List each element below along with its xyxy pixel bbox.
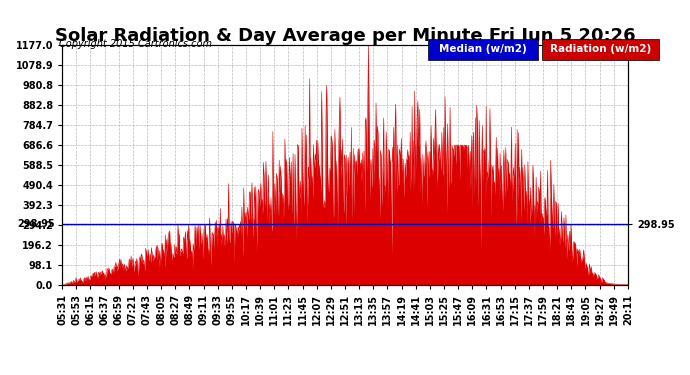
Bar [542, 39, 659, 60]
Text: Radiation (w/m2): Radiation (w/m2) [550, 45, 651, 54]
Title: Solar Radiation & Day Average per Minute Fri Jun 5 20:26: Solar Radiation & Day Average per Minute… [55, 27, 635, 45]
Text: Copyright 2015 Cartronics.com: Copyright 2015 Cartronics.com [59, 39, 212, 50]
Text: 298.95: 298.95 [17, 219, 55, 229]
Bar [428, 39, 538, 60]
Text: Median (w/m2): Median (w/m2) [439, 45, 527, 54]
